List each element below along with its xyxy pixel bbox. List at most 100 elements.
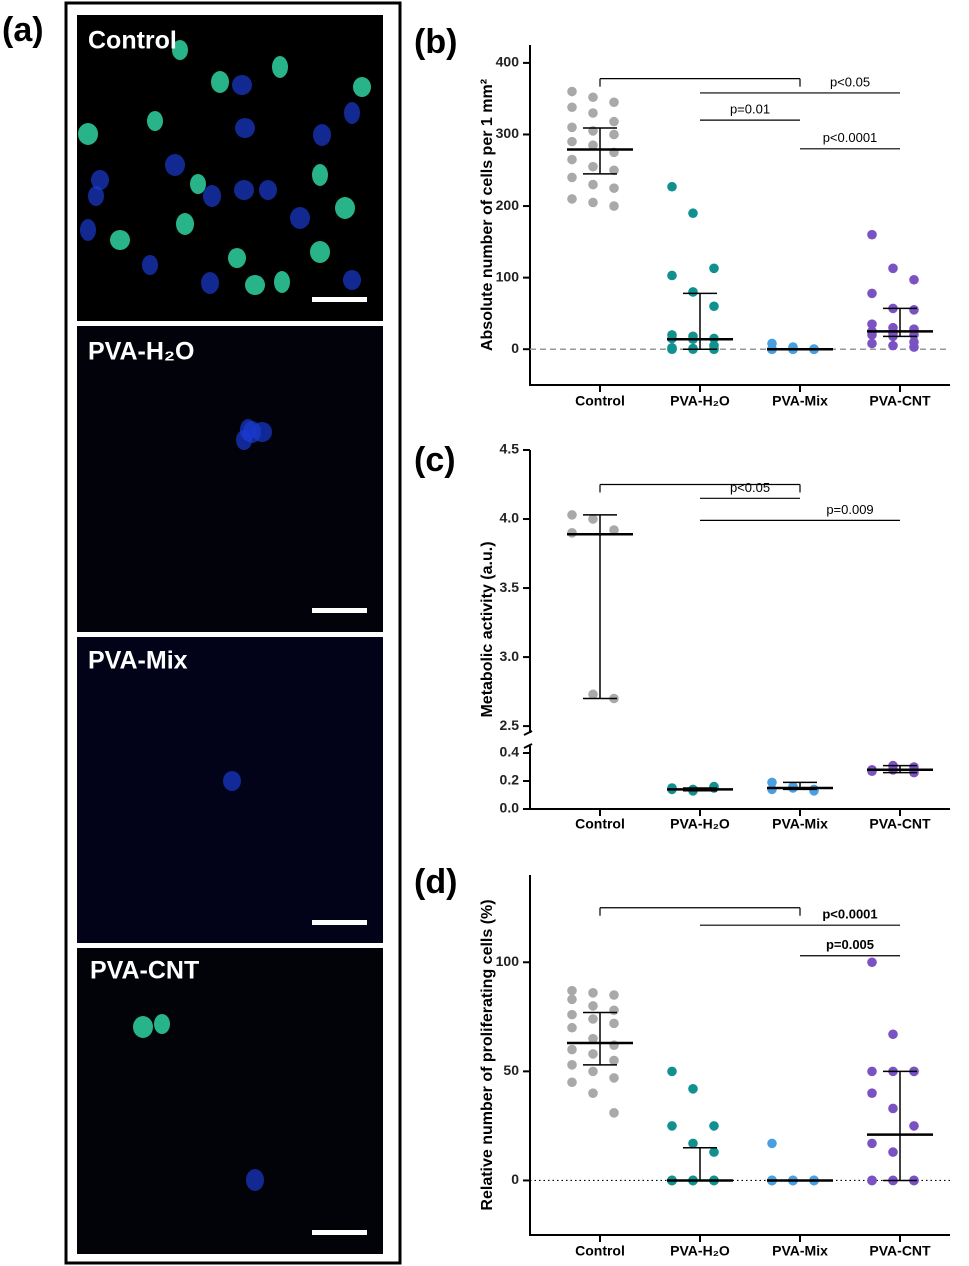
point <box>888 340 898 351</box>
y-axis-label: Absolute number of cells per 1 mm² <box>479 79 496 351</box>
point <box>688 287 698 297</box>
y-axis-label: Metabolic activity (a.u.) <box>479 541 496 717</box>
scale-bar <box>312 920 367 925</box>
point <box>888 263 898 274</box>
y-tick-label: 0 <box>511 340 519 356</box>
point <box>867 1175 877 1186</box>
point <box>567 1009 577 1020</box>
point <box>867 766 877 776</box>
y-tick-label: 200 <box>496 197 520 213</box>
point <box>609 116 619 127</box>
point <box>867 957 877 968</box>
x-tick-label: PVA-CNT <box>869 816 931 832</box>
y-tick-label: 400 <box>496 54 520 70</box>
image-label: PVA-H₂O <box>88 338 194 366</box>
cell <box>312 164 328 186</box>
x-tick-label: Control <box>575 393 625 409</box>
y-tick-label: 300 <box>496 125 520 141</box>
point <box>588 108 598 118</box>
point <box>567 172 577 183</box>
point <box>588 197 598 208</box>
y-tick-label: 100 <box>496 953 520 969</box>
point <box>867 288 877 299</box>
y-tick-label: 0.0 <box>500 800 520 816</box>
x-tick-label: PVA-H₂O <box>670 1243 730 1259</box>
point <box>588 988 598 998</box>
point <box>567 528 577 538</box>
point <box>588 689 598 700</box>
point <box>609 1005 619 1016</box>
cell <box>290 207 310 229</box>
cell <box>201 272 219 294</box>
y-tick-label: 50 <box>503 1062 519 1078</box>
point <box>709 1121 719 1131</box>
point <box>667 181 677 192</box>
point <box>588 1088 598 1098</box>
x-tick-label: PVA-CNT <box>869 1243 931 1259</box>
point <box>709 1147 719 1157</box>
x-tick-label: PVA-CNT <box>869 393 931 409</box>
cell <box>353 77 371 97</box>
point <box>588 514 598 524</box>
cell <box>88 186 104 206</box>
point <box>867 229 877 240</box>
point <box>609 165 619 176</box>
point <box>767 784 777 795</box>
point <box>609 1108 619 1118</box>
point <box>609 990 619 1000</box>
point <box>567 86 577 97</box>
point <box>567 1060 577 1070</box>
point <box>609 183 619 193</box>
panel-label: (b) <box>414 23 457 61</box>
cell <box>246 1169 264 1191</box>
point <box>567 994 577 1005</box>
cell <box>80 219 96 241</box>
point <box>609 1018 619 1029</box>
cell <box>259 180 277 200</box>
x-tick-label: PVA-Mix <box>772 816 828 832</box>
point <box>567 194 577 204</box>
point <box>767 1138 777 1149</box>
point <box>767 777 777 788</box>
y-tick-label: 0.2 <box>500 772 520 788</box>
point <box>867 1138 877 1149</box>
cell <box>110 230 130 250</box>
cell <box>133 1016 153 1038</box>
cell <box>252 422 272 442</box>
y-tick-label: 100 <box>496 268 520 284</box>
point <box>667 1066 677 1077</box>
cell <box>91 170 109 190</box>
cell <box>147 111 163 131</box>
y-tick-label: 2.5 <box>500 717 520 733</box>
y-tick-label: 3.5 <box>500 579 520 595</box>
cell <box>190 174 206 194</box>
panel-label: (c) <box>414 441 456 479</box>
point <box>909 1121 919 1131</box>
point <box>709 301 719 312</box>
y-axis-label: Relative number of proliferating cells (… <box>479 899 496 1210</box>
point <box>609 97 619 108</box>
cell <box>343 270 361 290</box>
point <box>867 1066 877 1077</box>
point <box>609 525 619 535</box>
cell <box>203 185 221 207</box>
y-tick-label: 4.0 <box>500 510 520 526</box>
point <box>609 1073 619 1083</box>
cell <box>172 40 188 60</box>
point <box>567 102 577 113</box>
y-tick-label: 0 <box>511 1171 519 1187</box>
p-value: p<0.0001 <box>823 130 878 145</box>
point <box>567 1022 577 1033</box>
point <box>609 1055 619 1066</box>
point <box>567 985 577 996</box>
p-value: p=0.005 <box>826 937 874 952</box>
point <box>888 1147 898 1157</box>
point <box>588 1049 598 1059</box>
image-label: PVA-Mix <box>88 647 188 675</box>
cell <box>211 71 229 93</box>
panel-label: (d) <box>414 863 457 901</box>
point <box>667 270 677 281</box>
cell <box>313 124 331 146</box>
point <box>588 92 598 103</box>
